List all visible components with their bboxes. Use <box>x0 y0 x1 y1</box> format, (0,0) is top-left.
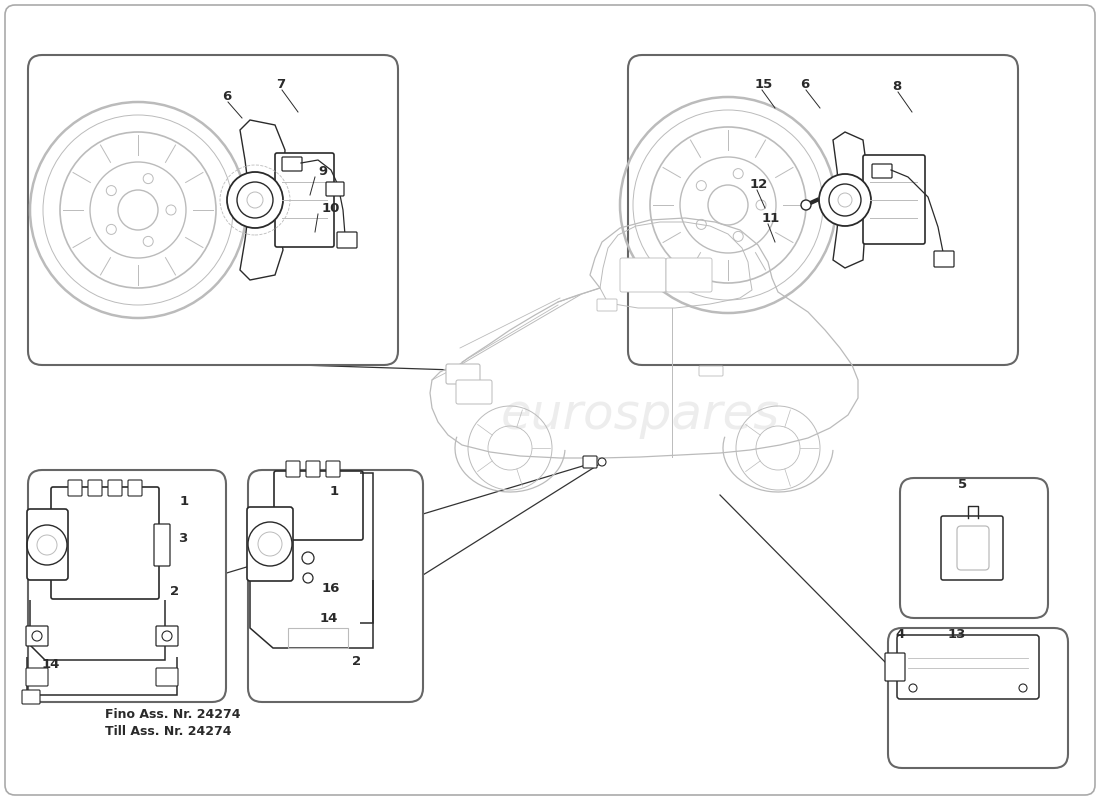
FancyBboxPatch shape <box>26 626 48 646</box>
FancyBboxPatch shape <box>326 461 340 477</box>
FancyBboxPatch shape <box>934 251 954 267</box>
FancyBboxPatch shape <box>128 480 142 496</box>
FancyBboxPatch shape <box>888 628 1068 768</box>
Circle shape <box>227 172 283 228</box>
FancyBboxPatch shape <box>900 478 1048 618</box>
FancyBboxPatch shape <box>248 470 424 702</box>
FancyBboxPatch shape <box>337 232 358 248</box>
Text: 1: 1 <box>180 495 189 508</box>
Text: eurospares: eurospares <box>500 391 780 439</box>
FancyBboxPatch shape <box>864 155 925 244</box>
Text: 13: 13 <box>948 628 967 641</box>
Text: 16: 16 <box>322 582 340 595</box>
Text: 6: 6 <box>222 90 231 103</box>
FancyBboxPatch shape <box>275 153 334 247</box>
Text: 9: 9 <box>318 165 327 178</box>
FancyBboxPatch shape <box>22 690 40 704</box>
FancyBboxPatch shape <box>940 516 1003 580</box>
FancyBboxPatch shape <box>28 509 68 580</box>
Text: 1: 1 <box>330 485 339 498</box>
Circle shape <box>801 200 811 210</box>
Text: 6: 6 <box>800 78 810 91</box>
Circle shape <box>302 573 313 583</box>
FancyBboxPatch shape <box>51 487 160 599</box>
FancyBboxPatch shape <box>326 182 344 196</box>
FancyBboxPatch shape <box>446 364 480 384</box>
Text: 11: 11 <box>762 212 780 225</box>
FancyBboxPatch shape <box>666 258 712 292</box>
FancyBboxPatch shape <box>274 471 363 540</box>
Text: eurospares: eurospares <box>128 171 283 199</box>
FancyBboxPatch shape <box>282 157 303 171</box>
FancyBboxPatch shape <box>583 456 597 468</box>
Text: eurospares: eurospares <box>263 565 387 585</box>
Text: 10: 10 <box>322 202 340 215</box>
Text: 8: 8 <box>892 80 901 93</box>
FancyBboxPatch shape <box>456 380 492 404</box>
FancyBboxPatch shape <box>896 635 1040 699</box>
FancyBboxPatch shape <box>156 668 178 686</box>
FancyBboxPatch shape <box>68 480 82 496</box>
FancyBboxPatch shape <box>886 653 905 681</box>
Text: 7: 7 <box>276 78 285 91</box>
FancyBboxPatch shape <box>620 258 666 292</box>
Text: Till Ass. Nr. 24274: Till Ass. Nr. 24274 <box>104 725 231 738</box>
Text: 2: 2 <box>170 585 179 598</box>
Text: 3: 3 <box>178 532 187 545</box>
Text: 14: 14 <box>320 612 339 625</box>
FancyBboxPatch shape <box>88 480 102 496</box>
FancyBboxPatch shape <box>286 461 300 477</box>
Text: 14: 14 <box>42 658 60 671</box>
Circle shape <box>302 552 313 564</box>
FancyBboxPatch shape <box>698 366 723 376</box>
FancyBboxPatch shape <box>957 526 989 570</box>
FancyBboxPatch shape <box>154 524 170 566</box>
FancyBboxPatch shape <box>628 55 1018 365</box>
Text: 5: 5 <box>958 478 967 491</box>
Text: 15: 15 <box>755 78 773 91</box>
Circle shape <box>598 458 606 466</box>
FancyBboxPatch shape <box>306 461 320 477</box>
FancyBboxPatch shape <box>156 626 178 646</box>
FancyBboxPatch shape <box>248 507 293 581</box>
FancyBboxPatch shape <box>28 470 226 702</box>
Text: 4: 4 <box>895 628 904 641</box>
Text: 2: 2 <box>352 655 361 668</box>
FancyBboxPatch shape <box>108 480 122 496</box>
FancyBboxPatch shape <box>26 668 48 686</box>
Text: eurospares: eurospares <box>758 171 913 199</box>
Circle shape <box>820 174 871 226</box>
Text: 12: 12 <box>750 178 768 191</box>
FancyBboxPatch shape <box>597 299 617 311</box>
FancyBboxPatch shape <box>872 164 892 178</box>
FancyBboxPatch shape <box>28 55 398 365</box>
Text: Fino Ass. Nr. 24274: Fino Ass. Nr. 24274 <box>104 708 241 721</box>
Text: eurospares: eurospares <box>65 563 205 587</box>
